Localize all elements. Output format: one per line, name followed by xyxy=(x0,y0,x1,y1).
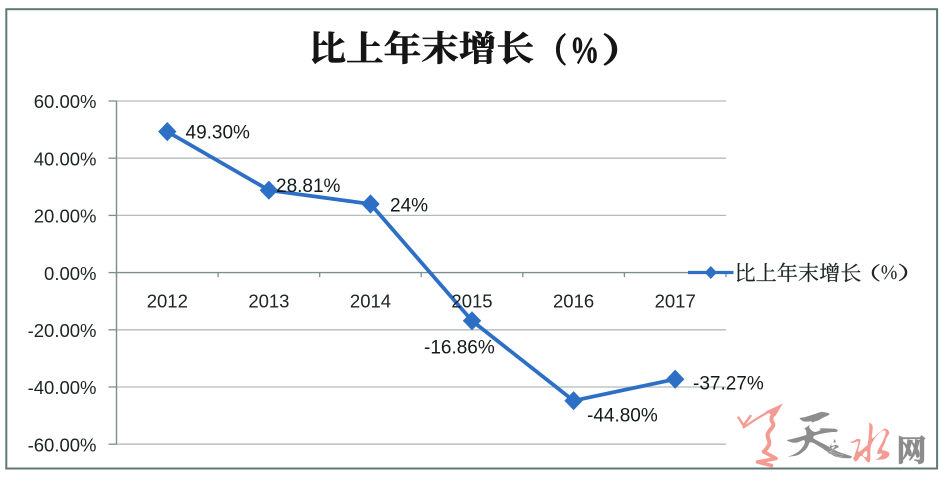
svg-text:-37.27%: -37.27% xyxy=(693,374,764,395)
svg-text:-44.80%: -44.80% xyxy=(587,406,658,427)
svg-text:-40.00%: -40.00% xyxy=(28,377,97,398)
svg-text:-16.86%: -16.86% xyxy=(424,337,495,358)
svg-text:28.81%: 28.81% xyxy=(276,176,341,197)
svg-text:2017: 2017 xyxy=(655,290,696,311)
svg-text:40.00%: 40.00% xyxy=(34,148,97,169)
svg-text:2012: 2012 xyxy=(147,290,188,311)
svg-text:-20.00%: -20.00% xyxy=(28,320,97,341)
svg-text:60.00%: 60.00% xyxy=(34,91,97,112)
svg-text:2015: 2015 xyxy=(451,290,492,311)
svg-text:2016: 2016 xyxy=(553,290,594,311)
svg-text:24%: 24% xyxy=(390,196,428,217)
svg-text:49.30%: 49.30% xyxy=(186,123,251,144)
svg-text:2013: 2013 xyxy=(248,290,289,311)
svg-text:-60.00%: -60.00% xyxy=(28,434,97,455)
svg-text:20.00%: 20.00% xyxy=(34,206,97,227)
svg-text:2014: 2014 xyxy=(350,290,391,311)
svg-text:0.00%: 0.00% xyxy=(44,263,96,284)
